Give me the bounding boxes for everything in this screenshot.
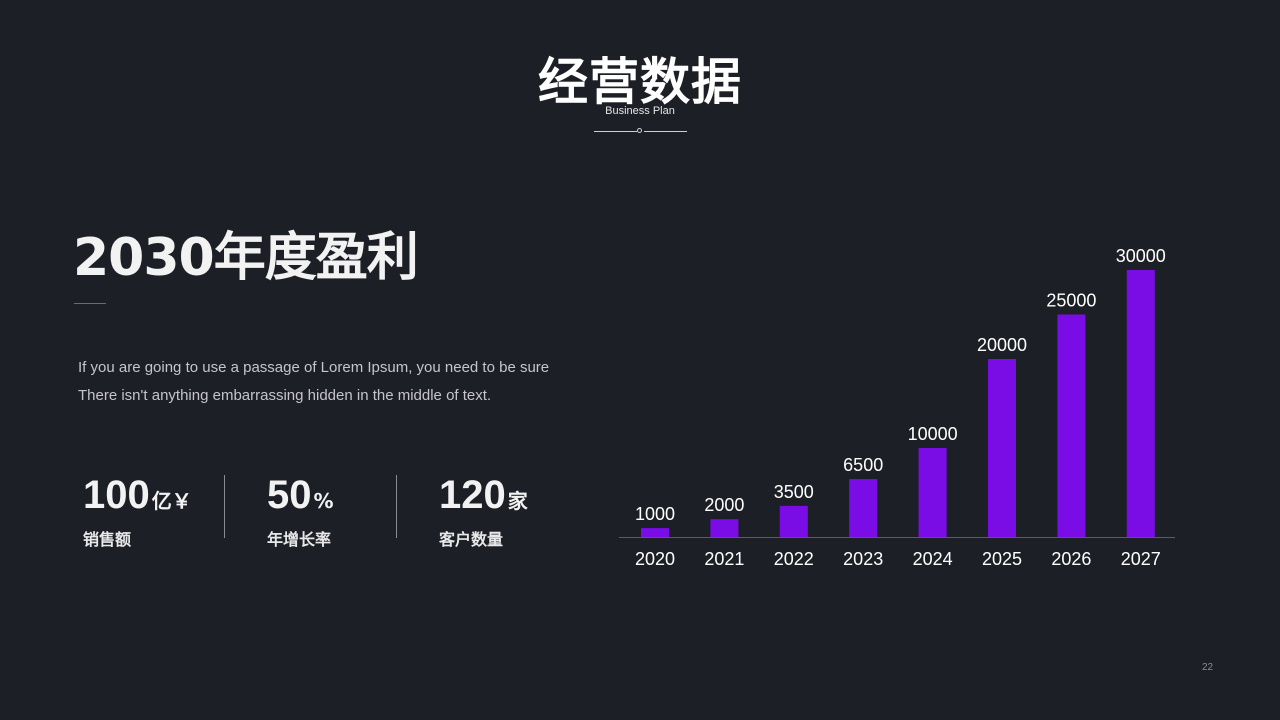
stat-separator-2 <box>396 475 397 538</box>
description: If you are going to use a passage of Lor… <box>78 354 618 410</box>
bar-2025 <box>988 359 1016 537</box>
stat-sales-value-row: 100 亿￥ <box>83 472 192 524</box>
title-divider-left <box>594 131 637 132</box>
data-label-2026: 25000 <box>1046 291 1096 311</box>
x-tick-label-2020: 2020 <box>635 549 675 569</box>
data-label-2020: 1000 <box>635 504 675 524</box>
x-tick-label-2022: 2022 <box>774 549 814 569</box>
x-tick-label-2021: 2021 <box>704 549 744 569</box>
stat-clients: 120 家 客户数量 <box>439 472 528 550</box>
bar-2020 <box>641 528 669 537</box>
stat-clients-value-row: 120 家 <box>439 472 528 524</box>
stat-growth-value-row: 50% <box>267 472 334 524</box>
x-tick-label-2027: 2027 <box>1121 549 1161 569</box>
stat-growth-unit: % <box>313 489 334 513</box>
headline: 2030年度盈利 <box>73 228 419 288</box>
stat-growth: 50% 年增长率 <box>267 472 334 550</box>
stat-sales-value: 100 <box>83 473 150 517</box>
stat-clients-unit: 家 <box>507 489 528 513</box>
data-label-2027: 30000 <box>1116 246 1166 266</box>
stat-separator-1 <box>224 475 225 538</box>
data-label-2021: 2000 <box>704 495 744 515</box>
stat-clients-value: 120 <box>439 473 506 517</box>
stat-sales-label: 销售额 <box>83 530 132 549</box>
data-label-2023: 6500 <box>843 455 883 475</box>
stat-growth-value: 50 <box>267 473 312 517</box>
title-divider-right <box>644 131 687 132</box>
bar-2021 <box>710 519 739 537</box>
x-tick-label-2024: 2024 <box>913 549 953 569</box>
data-label-2024: 10000 <box>908 424 958 444</box>
x-tick-label-2026: 2026 <box>1051 549 1091 569</box>
stat-sales-unit: 亿￥ <box>151 489 192 513</box>
bar-2022 <box>779 505 808 537</box>
data-label-2022: 3500 <box>774 482 814 502</box>
page-title: 经营数据 <box>538 53 742 111</box>
bar-2027 <box>1126 270 1155 537</box>
bar-2024 <box>918 448 947 537</box>
stat-clients-label: 客户数量 <box>439 530 504 549</box>
title-divider-dot <box>637 128 642 133</box>
bar-2023 <box>849 479 878 537</box>
stat-growth-label: 年增长率 <box>267 530 332 549</box>
headline-rule <box>74 303 106 304</box>
stat-sales: 100 亿￥ 销售额 <box>83 472 192 550</box>
description-line-1: If you are going to use a passage of Lor… <box>78 359 550 376</box>
bar-2026 <box>1057 314 1086 537</box>
x-tick-label-2023: 2023 <box>843 549 883 569</box>
page-subtitle: Business Plan <box>605 105 675 117</box>
description-line-2: There isn't anything embarrassing hidden… <box>78 387 492 404</box>
page-number: 22 <box>1202 662 1214 673</box>
x-tick-label-2025: 2025 <box>982 549 1022 569</box>
data-label-2025: 20000 <box>977 335 1027 355</box>
